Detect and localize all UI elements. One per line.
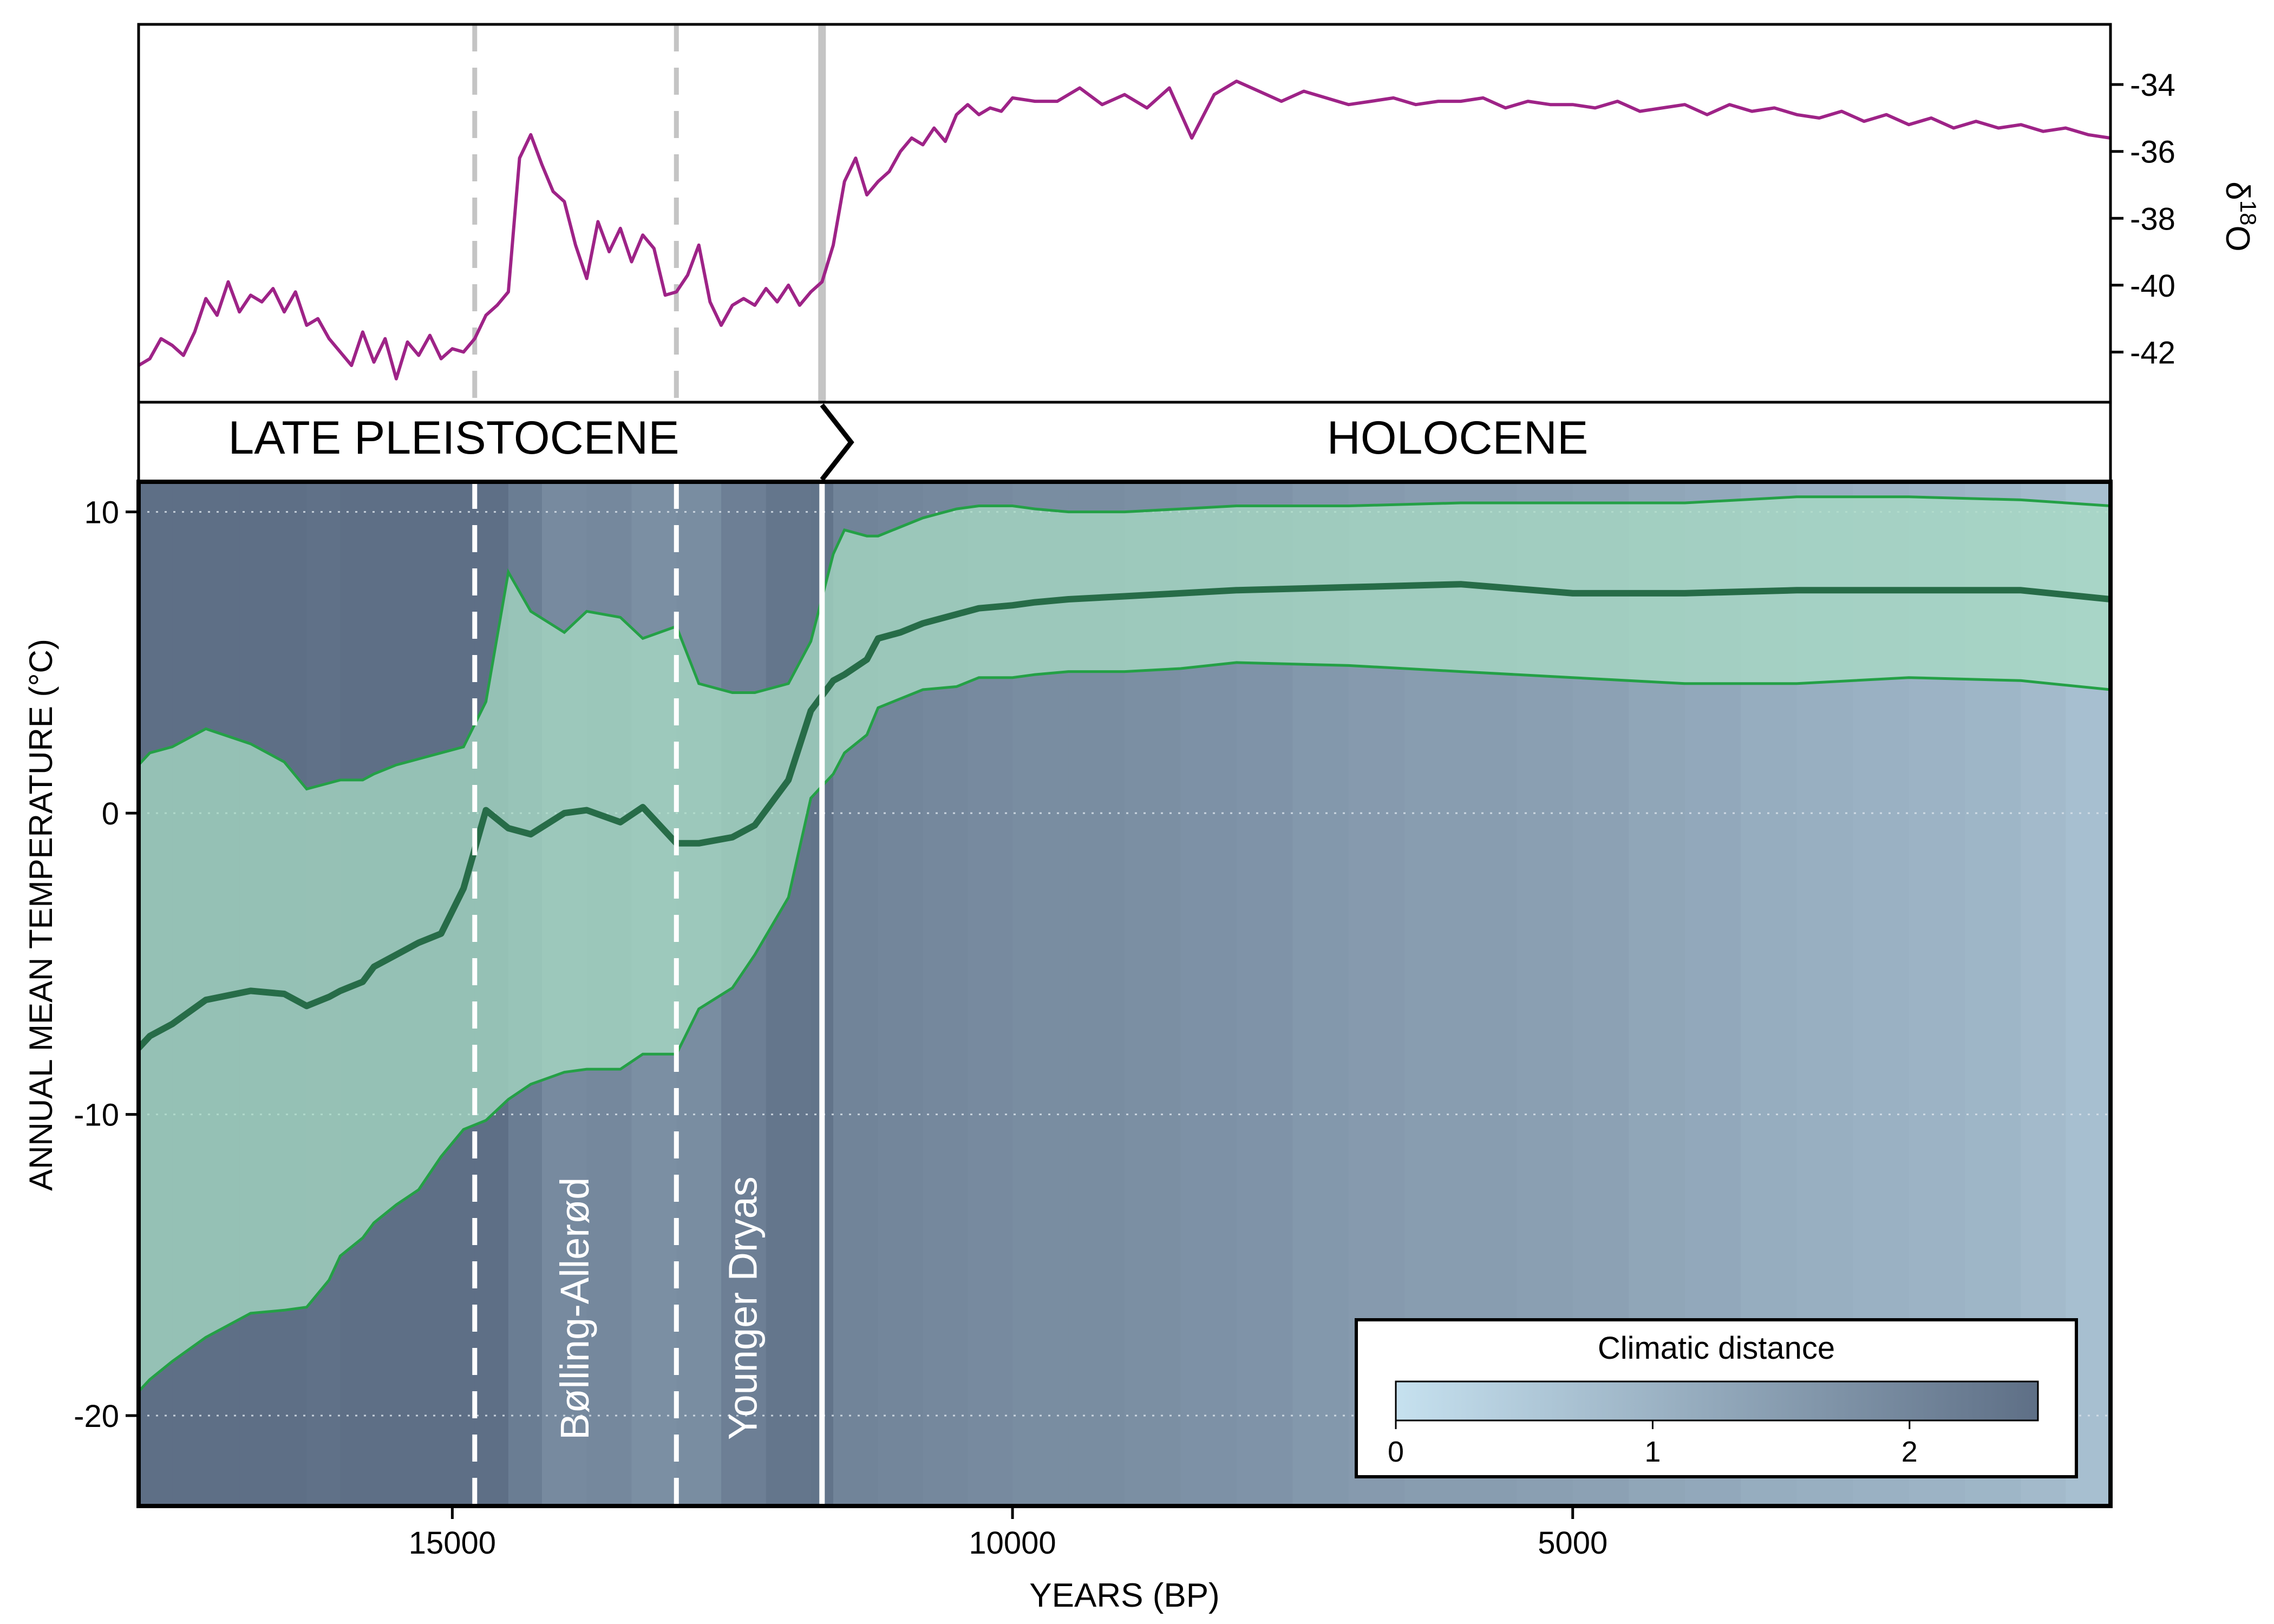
temperature-panel: Bølling-Allerød Younger Dryas 100-10-20 1… xyxy=(23,480,2113,1614)
event-label: Bølling-Allerød xyxy=(552,1177,597,1440)
y-tick-label: -40 xyxy=(2130,269,2175,304)
y-tick-label: -42 xyxy=(2130,335,2175,370)
temperature-y-axis: 10 0 -10 -20 xyxy=(74,495,139,1434)
colorbar-tick-label: 2 xyxy=(1901,1436,1918,1468)
upper-bound-line xyxy=(139,495,2110,791)
epoch-boundary-chevron xyxy=(820,403,854,481)
isotope-line xyxy=(139,80,2110,381)
colorbar-gradient xyxy=(1395,1380,2039,1422)
y-tick-label: -20 xyxy=(74,1399,119,1434)
late-pleistocene-label: LATE PLEISTOCENE xyxy=(228,412,679,464)
x-axis-label: YEARS (BP) xyxy=(1029,1577,1219,1614)
temperature-plot-frame xyxy=(136,480,2113,1508)
x-tick-label: 5000 xyxy=(1538,1525,1608,1561)
colorbar-ticks: 0 1 2 xyxy=(1388,1420,1918,1468)
isotope-y-axis-label: δ18O xyxy=(2219,181,2261,251)
temperature-x-axis: 15000 10000 5000 xyxy=(409,1506,1608,1561)
colorbar-title: Climatic distance xyxy=(1598,1331,1835,1366)
isotope-y-axis: -34 -36 -38 -40 -42 xyxy=(2110,68,2175,370)
isotope-plot-area xyxy=(139,24,2110,402)
temperature-range-fill xyxy=(139,496,2110,1392)
epoch-band: LATE PLEISTOCENE HOLOCENE xyxy=(137,401,2112,483)
lower-bound-line xyxy=(139,661,2110,1393)
colorbar-tick-label: 1 xyxy=(1644,1436,1661,1468)
y-tick-label: -38 xyxy=(2130,201,2175,237)
isotope-panel: -34 -36 -38 -40 -42 δ18O xyxy=(137,23,2261,404)
temperature-event-lines xyxy=(472,482,825,1506)
y-tick-label: -34 xyxy=(2130,68,2175,103)
colorbar-legend: Climatic distance 0 1 2 xyxy=(1355,1318,2078,1478)
mean-temperature-line xyxy=(139,581,2110,1051)
y-tick-label: 10 xyxy=(84,495,119,531)
temperature-y-axis-label: ANNUAL MEAN TEMPERATURE (°C) xyxy=(23,639,59,1191)
x-tick-label: 10000 xyxy=(969,1525,1056,1561)
holocene-label: HOLOCENE xyxy=(1327,412,1589,464)
y-tick-label: -10 xyxy=(74,1098,119,1133)
y-tick-label: -36 xyxy=(2130,135,2175,170)
climatic-distance-strip xyxy=(766,482,812,1506)
y-tick-label: 0 xyxy=(102,796,119,831)
event-label: Younger Dryas xyxy=(720,1176,765,1440)
event-labels: Bølling-Allerød Younger Dryas xyxy=(552,1176,765,1440)
isotope-series xyxy=(139,80,2110,381)
colorbar-tick-label: 0 xyxy=(1388,1436,1404,1468)
climatic-distance-strip xyxy=(721,482,767,1506)
temperature-range-band xyxy=(139,495,2110,1393)
x-tick-label: 15000 xyxy=(409,1525,496,1561)
